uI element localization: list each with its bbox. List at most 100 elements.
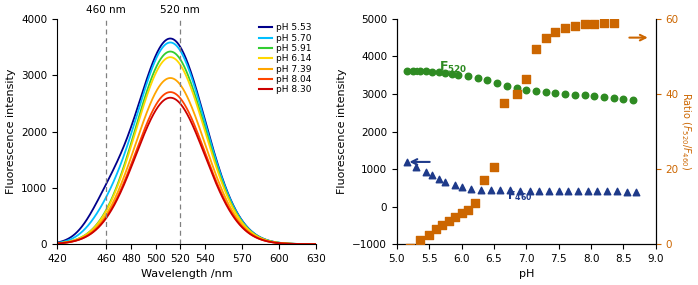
- pH 8.04: [218, 193, 226, 197]
- pH 5.53: [311, 243, 320, 246]
- Point: [572, 189, 584, 194]
- pH 5.70: [203, 130, 211, 133]
- Text: $\mathbf{F_{520}}$: $\mathbf{F_{520}}$: [439, 60, 468, 75]
- pH 5.53: [249, 231, 258, 235]
- Point: [501, 84, 512, 88]
- pH 8.04: [311, 243, 320, 246]
- pH 5.70: [249, 231, 258, 235]
- Point: [463, 74, 474, 79]
- pH 5.91: [249, 232, 258, 235]
- Point: [456, 185, 467, 190]
- pH 7.39: [249, 233, 258, 237]
- Point: [608, 96, 619, 101]
- Point: [456, 211, 467, 216]
- pH 7.39: [218, 189, 226, 192]
- pH 8.30: [166, 96, 174, 99]
- Point: [560, 26, 571, 30]
- pH 8.30: [68, 240, 77, 243]
- Point: [466, 187, 477, 191]
- Point: [543, 189, 554, 193]
- pH 6.14: [249, 232, 258, 236]
- Line: pH 5.91: pH 5.91: [57, 52, 315, 244]
- Point: [424, 233, 435, 237]
- Point: [560, 92, 571, 96]
- Point: [598, 95, 609, 100]
- pH 7.39: [276, 241, 284, 245]
- Point: [521, 77, 532, 81]
- Point: [579, 93, 590, 98]
- Point: [521, 87, 532, 92]
- Legend: pH 5.53, pH 5.70, pH 5.91, pH 6.14, pH 7.39, pH 8.04, pH 8.30: pH 5.53, pH 5.70, pH 5.91, pH 6.14, pH 7…: [258, 23, 311, 95]
- Text: $\mathbf{F_{460}}$: $\mathbf{F_{460}}$: [507, 189, 533, 203]
- Point: [446, 72, 457, 76]
- pH 5.70: [311, 243, 320, 246]
- Point: [530, 47, 542, 51]
- Point: [579, 22, 590, 27]
- Point: [631, 190, 642, 194]
- pH 8.04: [68, 240, 77, 243]
- pH 8.30: [210, 178, 218, 181]
- Line: pH 5.70: pH 5.70: [57, 42, 315, 244]
- Point: [443, 219, 454, 223]
- pH 8.30: [53, 242, 61, 245]
- pH 7.39: [166, 76, 174, 80]
- Point: [440, 180, 451, 184]
- pH 7.39: [203, 150, 211, 153]
- pH 5.53: [53, 241, 61, 244]
- pH 6.14: [53, 242, 61, 245]
- pH 5.91: [166, 50, 174, 53]
- pH 5.53: [276, 241, 284, 245]
- Point: [430, 227, 441, 231]
- pH 5.91: [68, 239, 77, 242]
- Point: [505, 188, 516, 193]
- Line: pH 7.39: pH 7.39: [57, 78, 315, 244]
- Point: [469, 201, 480, 205]
- Line: pH 8.04: pH 8.04: [57, 92, 315, 244]
- Y-axis label: Fluorescence intensity: Fluorescence intensity: [6, 69, 15, 194]
- pH 5.53: [218, 176, 226, 179]
- Point: [498, 101, 510, 106]
- pH 8.30: [311, 243, 320, 246]
- Point: [491, 81, 503, 86]
- Point: [588, 94, 600, 99]
- Point: [550, 91, 561, 95]
- Point: [479, 178, 490, 183]
- pH 5.70: [210, 153, 218, 156]
- pH 5.53: [68, 234, 77, 237]
- pH 5.53: [210, 151, 218, 155]
- Point: [414, 238, 425, 243]
- Point: [408, 69, 419, 73]
- Point: [437, 222, 448, 227]
- Point: [570, 92, 581, 97]
- pH 7.39: [68, 239, 77, 243]
- Point: [463, 207, 474, 212]
- Point: [450, 215, 461, 219]
- pH 7.39: [53, 242, 61, 245]
- pH 5.91: [203, 135, 211, 138]
- pH 8.04: [276, 241, 284, 245]
- Point: [534, 188, 545, 193]
- Text: 460 nm: 460 nm: [87, 5, 126, 15]
- pH 5.91: [210, 157, 218, 160]
- pH 8.30: [203, 161, 211, 164]
- pH 8.30: [249, 235, 258, 238]
- pH 5.91: [276, 241, 284, 245]
- Point: [618, 97, 629, 101]
- pH 5.91: [311, 243, 320, 246]
- Point: [420, 170, 431, 174]
- pH 8.04: [249, 234, 258, 238]
- Point: [550, 30, 561, 34]
- Line: pH 8.30: pH 8.30: [57, 98, 315, 244]
- Point: [611, 189, 623, 194]
- Point: [427, 173, 438, 178]
- pH 6.14: [203, 138, 211, 141]
- Point: [598, 21, 609, 26]
- Point: [511, 86, 522, 90]
- Point: [420, 69, 431, 74]
- Point: [588, 21, 600, 26]
- Point: [602, 189, 613, 194]
- Point: [489, 165, 500, 170]
- pH 5.70: [218, 177, 226, 181]
- pH 6.14: [166, 56, 174, 59]
- Line: pH 6.14: pH 6.14: [57, 57, 315, 244]
